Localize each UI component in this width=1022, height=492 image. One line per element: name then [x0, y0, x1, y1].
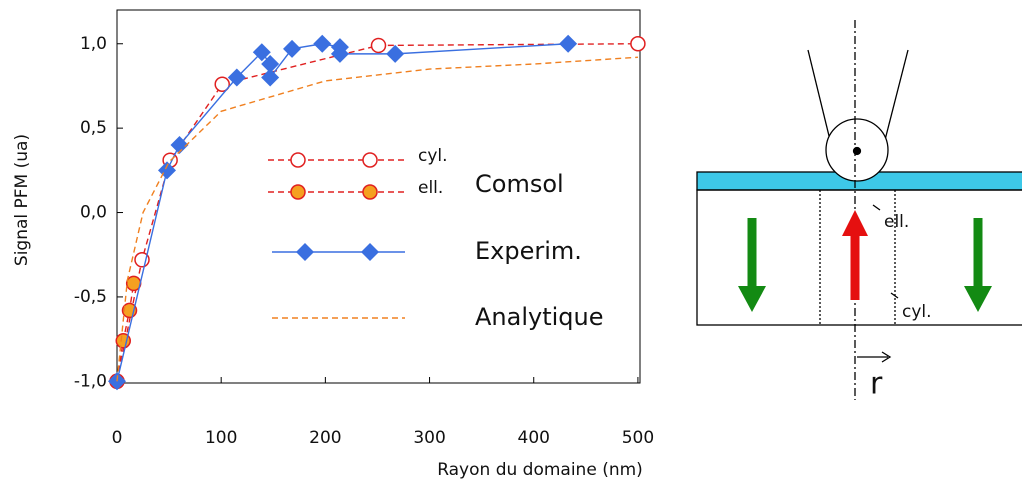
- marker: [170, 136, 189, 155]
- pointer: [872, 204, 899, 299]
- legend-marker: [361, 243, 379, 261]
- polarization-arrow: [964, 286, 992, 312]
- legend-marker: [296, 243, 314, 261]
- r-arrow: [857, 351, 892, 363]
- diagram-label: r: [870, 367, 883, 402]
- legend-marker: [290, 152, 306, 168]
- polarization-arrow: [738, 286, 766, 312]
- x-tick-label: 100: [205, 428, 237, 448]
- legend-group: Comsol: [475, 170, 564, 198]
- y-tick-label: -1,0: [74, 371, 107, 391]
- tip-edge: [884, 49, 909, 141]
- legend-marker: [362, 184, 378, 200]
- legend-marker: [290, 184, 306, 200]
- marker: [261, 55, 280, 74]
- x-tick-label: 500: [622, 428, 654, 448]
- series-line: [116, 56, 638, 382]
- marker: [283, 39, 302, 58]
- marker: [214, 76, 230, 93]
- y-tick-label: 0,5: [80, 118, 107, 138]
- x-tick-label: 200: [309, 428, 341, 448]
- marker: [252, 43, 271, 62]
- diagram: [696, 20, 1022, 400]
- y-tick-label: 0,0: [80, 203, 107, 223]
- plot-frame: [116, 9, 641, 384]
- diagram-label: ell.: [884, 212, 909, 232]
- legend-marker: [362, 152, 378, 168]
- legend-label: cyl.: [418, 146, 448, 166]
- series-line: [116, 283, 135, 382]
- x-tick-label: 300: [413, 428, 445, 448]
- tip-edge: [807, 49, 831, 141]
- marker: [630, 36, 646, 52]
- legend-label: ell.: [418, 178, 443, 198]
- marker: [330, 44, 349, 63]
- legend-label: Analytique: [475, 303, 604, 331]
- marker: [313, 34, 332, 53]
- y-tick-label: 1,0: [80, 34, 107, 54]
- y-tick-label: -0,5: [74, 287, 107, 307]
- marker: [386, 44, 405, 63]
- diagram-label: cyl.: [902, 302, 932, 322]
- legend-label: Experim.: [475, 237, 582, 265]
- marker: [261, 68, 280, 87]
- x-tick-label: 0: [112, 428, 123, 448]
- x-axis-label: Rayon du domaine (nm): [437, 460, 643, 480]
- y-axis-label: Signal PFM (ua): [12, 134, 32, 266]
- x-tick-label: 400: [518, 428, 550, 448]
- marker: [559, 34, 578, 53]
- sample: [696, 189, 1022, 326]
- marker: [370, 37, 387, 54]
- marker: [227, 68, 246, 87]
- polarization-arrow: [842, 210, 868, 236]
